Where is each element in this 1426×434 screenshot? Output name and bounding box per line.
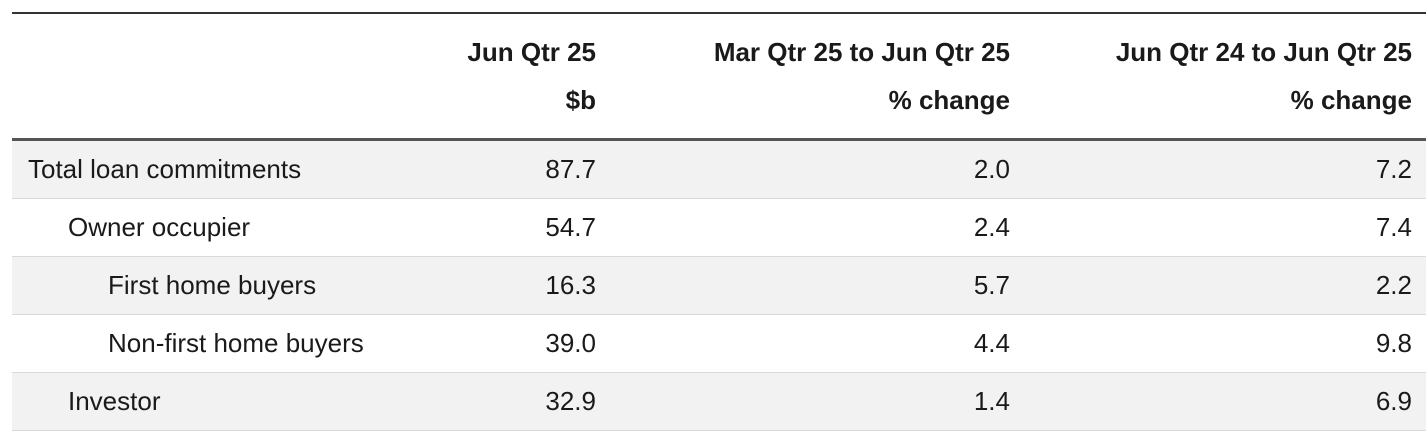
header-unit: % change (1290, 85, 1412, 115)
header-cell: Jun Qtr 25 $b (410, 13, 610, 140)
cell: 87.7 (410, 139, 610, 199)
header-unit: % change (888, 85, 1010, 115)
cell: 2.0 (610, 139, 1024, 199)
header-cell (12, 13, 410, 140)
table-row: Owner occupier 54.7 2.4 7.4 (12, 198, 1426, 257)
row-label: Total loan commitments (12, 139, 410, 199)
cell: 54.7 (410, 198, 610, 257)
cell: 5.7 (610, 256, 1024, 315)
header-cell: Jun Qtr 24 to Jun Qtr 25 % change (1024, 13, 1426, 140)
cell: 7.4 (1024, 198, 1426, 257)
table-row: Total loan commitments 87.7 2.0 7.2 (12, 139, 1426, 199)
header-text: Jun Qtr 25 (467, 37, 596, 67)
cell: 1.4 (610, 372, 1024, 431)
table-row: Non-first home buyers 39.0 4.4 9.8 (12, 314, 1426, 373)
cell: 16.3 (410, 256, 610, 315)
data-table: Jun Qtr 25 $b Mar Qtr 25 to Jun Qtr 25 % c… (12, 12, 1426, 431)
cell: 2.4 (610, 198, 1024, 257)
table-row: Investor 32.9 1.4 6.9 (12, 372, 1426, 431)
cell: 39.0 (410, 314, 610, 373)
header-text: Mar Qtr 25 to Jun Qtr 25 (713, 37, 1010, 67)
cell: 4.4 (610, 314, 1024, 373)
cell: 7.2 (1024, 139, 1426, 199)
cell: 2.2 (1024, 256, 1426, 315)
row-label: Owner occupier (12, 198, 410, 257)
cell: 9.8 (1024, 314, 1426, 373)
header-unit: $b (565, 85, 596, 115)
cell: 32.9 (410, 372, 610, 431)
header-row: Jun Qtr 25 $b Mar Qtr 25 to Jun Qtr 25 % c… (12, 13, 1426, 140)
row-label: Non-first home buyers (12, 314, 410, 373)
cell: 6.9 (1024, 372, 1426, 431)
row-label: First home buyers (12, 256, 410, 315)
header-text: Jun Qtr 24 to Jun Qtr 25 (1115, 37, 1412, 67)
row-label: Investor (12, 372, 410, 431)
table-row: First home buyers 16.3 5.7 2.2 (12, 256, 1426, 315)
header-cell: Mar Qtr 25 to Jun Qtr 25 % change (610, 13, 1024, 140)
